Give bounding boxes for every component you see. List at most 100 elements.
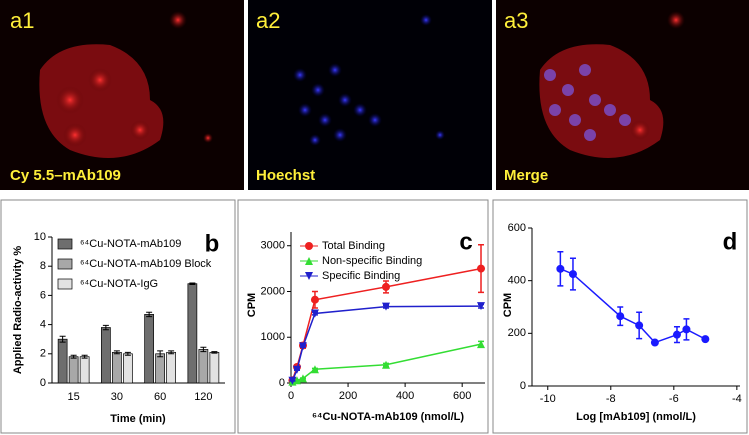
error-bar: [59, 335, 66, 343]
data-point: [305, 272, 313, 280]
y-tick-label: 8: [40, 260, 46, 272]
bar: [155, 353, 165, 384]
panel-letter: b: [205, 230, 220, 257]
data-point: [288, 376, 297, 385]
error-bar: [113, 350, 120, 355]
image-a3: [496, 0, 749, 190]
x-tick-label: 0: [288, 390, 294, 402]
panel-letter: c: [459, 228, 472, 255]
y-axis-title: CPM: [246, 293, 258, 317]
bar: [198, 349, 209, 384]
error-bar: [124, 351, 131, 356]
data-point: [382, 282, 391, 291]
error-bar: [70, 354, 77, 359]
panel-letter: d: [723, 228, 738, 255]
bar: [57, 338, 68, 384]
bar: [112, 351, 122, 384]
data-point: [382, 302, 391, 311]
x-tick-label: 60: [154, 391, 166, 403]
bar: [144, 314, 154, 384]
data-point: [292, 365, 301, 374]
y-tick-label: 10: [34, 231, 46, 243]
data-point: [310, 365, 319, 374]
data-point: [298, 374, 307, 383]
error-bar: [200, 346, 207, 353]
y-tick-label: 600: [508, 222, 526, 234]
panel-caption: Merge: [504, 167, 548, 184]
legend-label: Non-specific Binding: [322, 255, 422, 267]
x-tick-label: 15: [68, 391, 80, 403]
bar: [101, 327, 111, 384]
data-point: [292, 376, 301, 385]
bar: [209, 351, 220, 384]
x-tick-label: 400: [396, 390, 414, 402]
data-point: [382, 360, 391, 369]
bar: [79, 356, 90, 384]
data-point: [477, 264, 486, 273]
y-tick-label: 2000: [261, 285, 285, 297]
error-bar: [102, 324, 109, 331]
x-axis-title: ⁶⁴Cu-NOTA-mAb109 (nmol/L): [312, 411, 464, 423]
data-point: [682, 325, 691, 334]
data-point: [310, 309, 319, 318]
y-tick-label: 6: [40, 289, 46, 301]
legend-label: ⁶⁴Cu-NOTA-mAb109: [80, 238, 181, 250]
data-point: [672, 330, 681, 339]
image-a2: [248, 0, 492, 190]
legend-label: ⁶⁴Cu-NOTA-IgG: [80, 278, 158, 290]
data-point: [477, 302, 486, 311]
data-point: [298, 342, 307, 351]
panel-frame: [237, 199, 489, 434]
data-point: [310, 295, 319, 304]
y-tick-label: 1000: [261, 331, 285, 343]
panel-frame: [0, 199, 236, 434]
y-tick-label: 400: [508, 275, 526, 287]
y-tick-label: 2: [40, 348, 46, 360]
x-tick-label: -4: [732, 393, 742, 405]
x-axis-title: Time (min): [110, 413, 166, 425]
x-tick-label: -6: [669, 393, 679, 405]
bar: [187, 283, 198, 384]
panel-label: a2: [256, 8, 280, 33]
image-a1: [0, 0, 244, 190]
x-axis-title: Log [mAb109] (nmol/L): [576, 411, 696, 423]
data-point: [650, 338, 659, 347]
panel-caption: Cy 5.5–mAb109: [10, 167, 121, 184]
legend-label: ⁶⁴Cu-NOTA-mAb109 Block: [80, 258, 212, 270]
y-tick-label: 0: [520, 380, 526, 392]
x-tick-label: -8: [606, 393, 616, 405]
panel-label: a1: [10, 8, 34, 33]
x-tick-label: -10: [540, 393, 556, 405]
data-point: [616, 312, 625, 321]
legend-label: Specific Binding: [322, 270, 400, 282]
panel-label: a3: [504, 8, 528, 33]
y-tick-label: 200: [508, 327, 526, 339]
y-tick-label: 3000: [261, 240, 285, 252]
error-bar: [157, 350, 164, 358]
panel-frame: [492, 199, 748, 434]
bar: [123, 353, 133, 384]
panel-caption: Hoechst: [256, 167, 315, 184]
data-point: [305, 242, 313, 250]
y-tick-label: 0: [279, 377, 285, 389]
legend-swatch: [57, 238, 73, 250]
x-tick-label: 30: [111, 391, 123, 403]
data-point: [477, 340, 486, 349]
x-tick-label: 120: [194, 391, 212, 403]
error-bar: [146, 311, 153, 318]
data-point: [305, 257, 313, 265]
bar: [68, 356, 79, 384]
error-bar: [168, 350, 175, 355]
data-point: [556, 264, 565, 273]
y-tick-label: 0: [40, 377, 46, 389]
x-tick-label: 600: [453, 390, 471, 402]
error-bar: [81, 354, 88, 359]
bar: [166, 351, 176, 384]
legend-label: Total Binding: [322, 240, 385, 252]
data-point: [635, 321, 644, 330]
legend-swatch: [57, 278, 73, 290]
data-point: [701, 335, 710, 344]
y-axis-title: Applied Radio-activity %: [12, 246, 24, 375]
error-bar: [211, 351, 218, 354]
